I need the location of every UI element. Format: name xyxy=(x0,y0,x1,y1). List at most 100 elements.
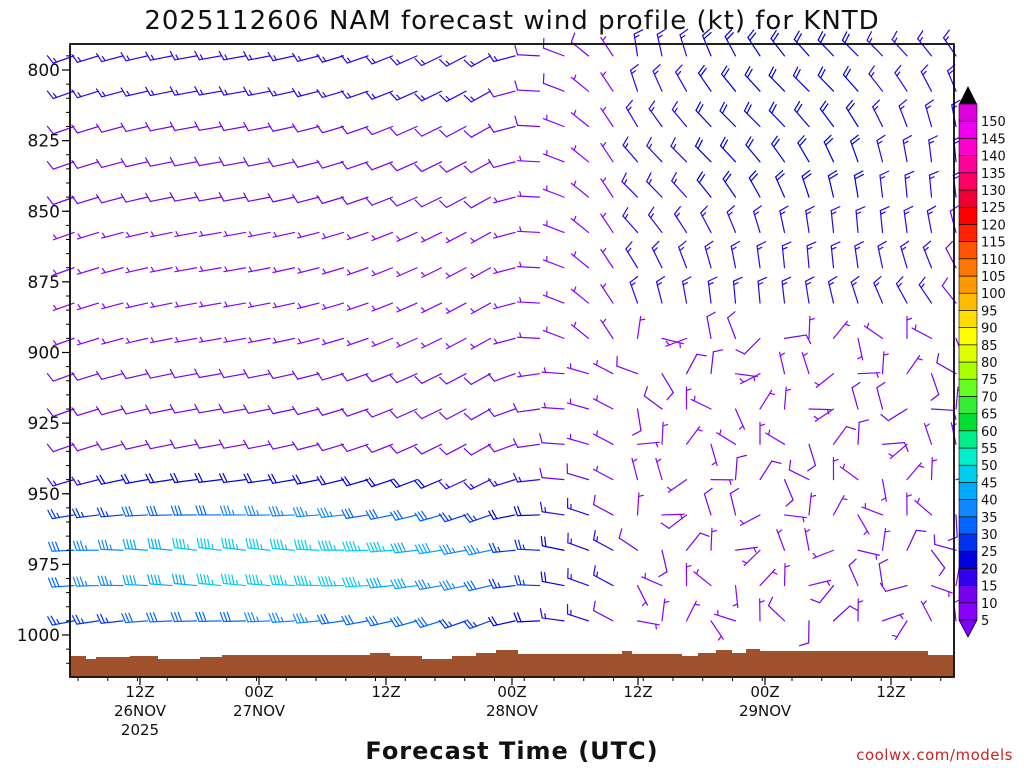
colorbar-swatch xyxy=(958,292,978,311)
wind-barb xyxy=(808,579,831,587)
wind-barb xyxy=(781,241,792,269)
wind-barb xyxy=(682,276,692,304)
wind-barb xyxy=(71,54,100,63)
wind-barb xyxy=(71,159,100,169)
wind-barb xyxy=(512,403,541,413)
wind-barb xyxy=(661,373,674,401)
wind-barb xyxy=(470,337,492,350)
wind-barb xyxy=(438,479,467,490)
x-axis-label: Forecast Time (UTC) xyxy=(365,737,658,765)
colorbar-bottom-arrow xyxy=(958,619,978,638)
wind-barb xyxy=(570,251,590,269)
wind-barb xyxy=(488,542,516,553)
wind-barb xyxy=(272,267,296,274)
wind-barb xyxy=(389,509,418,521)
wind-barb xyxy=(340,90,369,99)
wind-barb xyxy=(793,30,810,57)
wind-barb xyxy=(832,605,859,622)
wind-barb xyxy=(243,51,271,61)
wind-barb xyxy=(851,381,861,410)
wind-barb xyxy=(146,505,173,517)
wind-barb xyxy=(721,65,737,92)
wind-barb xyxy=(195,611,222,623)
wind-barb xyxy=(390,542,418,554)
wind-barb xyxy=(621,172,639,198)
wind-barb xyxy=(389,478,418,489)
x-tick-label: 12Z xyxy=(623,683,652,701)
wind-barb xyxy=(516,191,541,198)
wind-barb xyxy=(121,506,149,517)
wind-barb xyxy=(857,419,869,445)
wind-barb xyxy=(194,368,222,379)
wind-barb xyxy=(700,205,712,234)
wind-barb xyxy=(732,584,739,609)
wind-barb xyxy=(218,192,247,202)
wind-barb xyxy=(346,231,369,241)
colorbar-label: 10 xyxy=(981,597,998,612)
colorbar-label: 70 xyxy=(981,390,998,405)
wind-barb xyxy=(694,137,712,163)
colorbar-label: 115 xyxy=(981,236,1006,251)
wind-barb xyxy=(463,408,492,421)
wind-barb xyxy=(646,172,663,198)
y-tick-label: 950 xyxy=(28,485,60,505)
wind-barb xyxy=(881,613,904,622)
wind-barb xyxy=(341,576,369,588)
wind-barb xyxy=(592,430,614,445)
wind-barb xyxy=(101,267,124,274)
wind-barb xyxy=(414,443,443,455)
wind-barb xyxy=(198,336,222,343)
wind-barb xyxy=(120,473,149,485)
wind-barb xyxy=(570,215,590,234)
colorbar-swatch xyxy=(958,602,978,621)
wind-barb xyxy=(767,596,786,622)
wind-barb xyxy=(841,31,859,57)
wind-barb xyxy=(125,302,149,309)
wind-barb xyxy=(71,476,100,486)
wind-barb xyxy=(570,286,590,304)
wind-barb xyxy=(292,474,320,485)
wind-barb xyxy=(414,579,443,591)
wind-barb xyxy=(365,161,394,171)
wind-barb xyxy=(804,276,815,304)
wind-barb xyxy=(566,363,590,375)
wind-barb xyxy=(488,578,516,589)
wind-barb xyxy=(817,66,835,92)
wind-barb xyxy=(539,501,565,516)
colorbar-swatch xyxy=(958,533,978,552)
wind-barb xyxy=(267,440,296,450)
wind-barb xyxy=(218,403,247,414)
wind-barb xyxy=(317,507,345,519)
wind-barb xyxy=(95,370,124,380)
wind-barb xyxy=(316,124,345,134)
wind-barb xyxy=(542,220,565,234)
wind-barb xyxy=(872,99,884,128)
wind-barb xyxy=(735,337,761,355)
wind-barb xyxy=(219,611,247,623)
wind-barb xyxy=(685,426,703,445)
colorbar-legend: 5 10 15 20 25 30 35 40 45 50 55 60 65 70 75 80 85 90 95 100… xyxy=(958,86,1006,638)
wind-barb xyxy=(513,612,541,623)
wind-barb xyxy=(120,87,149,97)
wind-barb xyxy=(730,240,741,269)
wind-barb xyxy=(600,283,614,304)
wind-barb xyxy=(243,121,271,132)
wind-barb xyxy=(792,66,810,92)
wind-barb xyxy=(316,371,345,381)
wind-barb xyxy=(194,86,222,96)
wind-barb xyxy=(371,267,394,277)
wind-barb xyxy=(636,584,649,607)
wind-barb xyxy=(371,302,394,312)
colorbar-swatch xyxy=(958,172,978,191)
wind-barb xyxy=(539,467,565,481)
wind-barb xyxy=(685,532,710,551)
wind-barb xyxy=(95,158,124,169)
wind-barb xyxy=(463,544,492,556)
wind-barb xyxy=(850,134,860,163)
colorbar-swatch xyxy=(958,155,978,174)
wind-barb xyxy=(861,502,884,516)
wind-barb xyxy=(243,473,271,484)
wind-barb xyxy=(647,206,663,234)
wind-barb xyxy=(470,267,492,280)
wind-barb xyxy=(438,512,467,523)
